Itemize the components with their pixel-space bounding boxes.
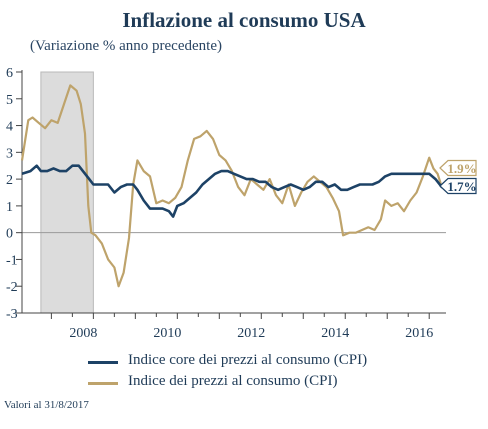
- y-tick-label: 3: [6, 146, 13, 161]
- y-tick-label: 0: [6, 227, 13, 242]
- y-tick-label: 4: [6, 120, 13, 135]
- legend-label-core: Indice core dei prezzi al consumo (CPI): [128, 352, 368, 368]
- y-tick-label: 2: [6, 173, 13, 188]
- x-tick-label: 2012: [237, 326, 265, 341]
- y-tick-label: -1: [6, 253, 18, 268]
- end-label-core: 1.7%: [447, 179, 476, 194]
- y-tick-label: -3: [6, 307, 18, 322]
- x-tick-label: 2014: [321, 326, 349, 341]
- chart-title: Inflazione al consumo USA: [122, 8, 366, 32]
- legend-label-cpi: Indice dei prezzi al consumo (CPI): [128, 373, 338, 389]
- end-label-box-cpi: [439, 159, 477, 177]
- y-tick-label: 6: [6, 66, 13, 81]
- series-line-core: [21, 164, 446, 218]
- chart-subtitle: (Variazione % anno precedente): [30, 38, 222, 54]
- x-tick-label: 2016: [405, 326, 433, 341]
- recession-shading: [40, 71, 94, 314]
- x-tick-label: 2008: [69, 326, 97, 341]
- end-label-cpi: 1.9%: [447, 161, 476, 176]
- y-tick-label: 1: [6, 200, 13, 215]
- end-label-box-core: [439, 177, 477, 195]
- legend-swatch-core: [88, 361, 118, 364]
- y-tick-label: 5: [6, 93, 13, 108]
- x-tick-label: 2010: [153, 326, 181, 341]
- y-tick-label: -2: [6, 280, 18, 295]
- footnote: Valori al 31/8/2017: [4, 399, 89, 411]
- series-line-cpi: [20, 84, 447, 288]
- legend-swatch-cpi: [88, 382, 118, 385]
